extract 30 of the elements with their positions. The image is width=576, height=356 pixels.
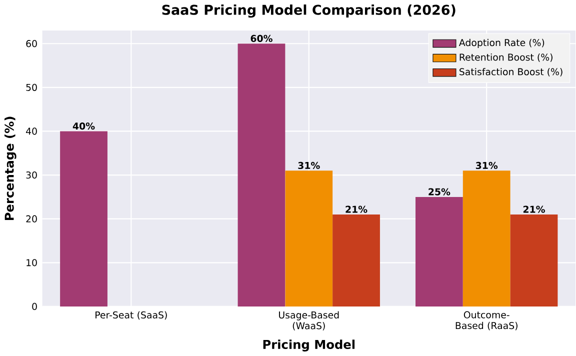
legend-label: Adoption Rate (%)	[458, 38, 544, 48]
data-label: 60%	[250, 34, 272, 42]
y-tick-label: 20	[26, 215, 37, 222]
y-axis-title: Percentage (%)	[4, 116, 16, 220]
y-tick-label: 40	[26, 128, 37, 135]
y-tick-label: 50	[26, 84, 37, 91]
bar	[462, 170, 510, 306]
x-axis-title: Pricing Model	[263, 340, 355, 352]
bar	[416, 196, 463, 306]
data-label: 31%	[476, 162, 498, 170]
data-label: 25%	[428, 188, 450, 196]
chart-title: SaaS Pricing Model Comparison (2026)	[162, 4, 456, 18]
data-label: 40%	[72, 122, 95, 130]
y-tick-label: 30	[26, 171, 37, 179]
data-label: 21%	[523, 206, 545, 213]
legend-label: Retention Boost (%)	[460, 53, 552, 62]
bar	[238, 44, 286, 306]
bar	[510, 214, 558, 306]
y-tick-label: 10	[26, 259, 37, 266]
y-tick-label: 0	[32, 302, 37, 310]
x-tick-label: Usage-Based (WaaS)	[279, 311, 339, 330]
bar	[60, 131, 108, 306]
y-tick-label: 60	[26, 40, 37, 48]
bar	[285, 170, 333, 306]
x-tick-label: Per-Seat (SaaS)	[96, 311, 167, 320]
data-label: 21%	[346, 206, 368, 213]
data-label: 31%	[298, 162, 320, 170]
legend-label: Satisfaction Boost (%)	[460, 68, 562, 76]
x-tick-label: Outcome-Based (RaaS)	[456, 311, 518, 330]
bar	[332, 214, 380, 306]
